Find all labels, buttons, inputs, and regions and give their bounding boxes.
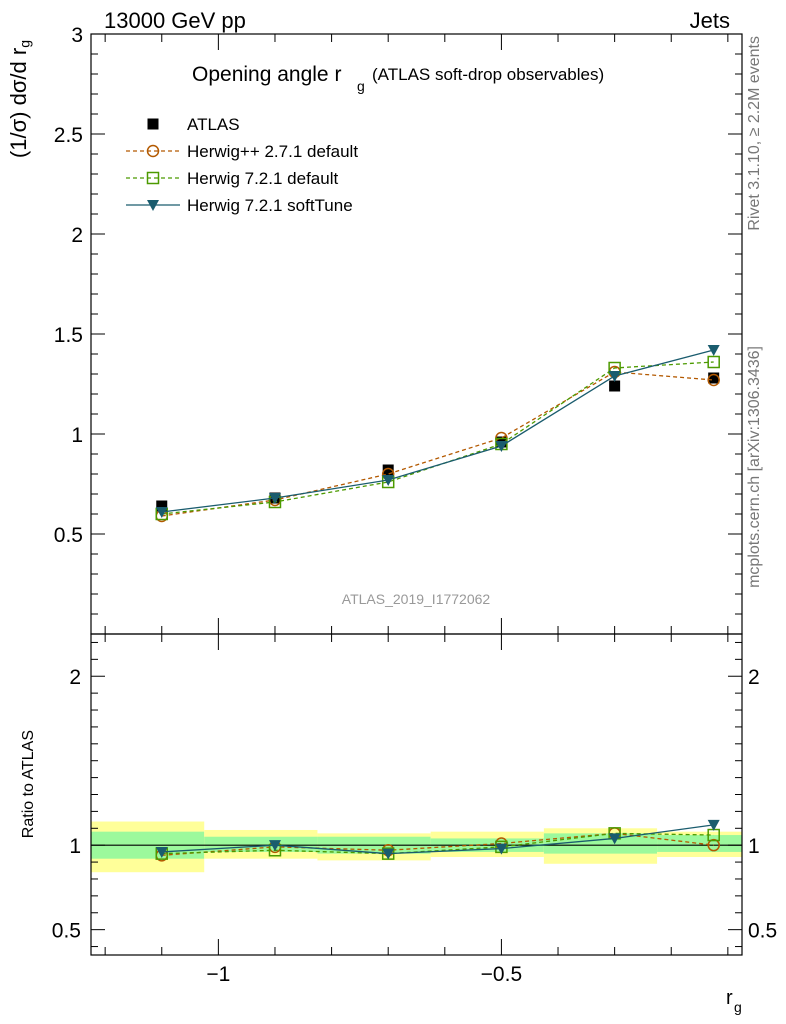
main-point-3-1 xyxy=(268,493,281,504)
ratio-point-0-5 xyxy=(707,838,720,852)
stat-uncertainty-band-1 xyxy=(204,836,318,852)
ratio-series-2 xyxy=(155,819,720,860)
legend-label-3: Herwig 7.2.1 softTune xyxy=(187,196,353,215)
ratio-y-tick-label-right: 2 xyxy=(748,666,760,689)
ratio-point-2-4 xyxy=(608,833,621,845)
main-point-3-0 xyxy=(155,507,168,518)
legend-label-2: Herwig 7.2.1 default xyxy=(187,169,338,188)
main-series-3 xyxy=(155,345,720,518)
legend-marker-1 xyxy=(146,144,160,158)
legend-marker-3 xyxy=(147,200,159,211)
analysis-watermark: ATLAS_2019_I1772062 xyxy=(342,591,491,607)
main-series-line-1 xyxy=(161,371,714,517)
main-series-line-2 xyxy=(161,361,714,515)
ratio-plot-frame: 0.5 0.5 1 1 2 2 −1 −0.5 xyxy=(52,633,777,986)
main-point-2-5 xyxy=(707,355,720,369)
main-plot-frame: 0.5 1 1.5 2 2.5 3 xyxy=(54,24,743,635)
ratio-series-group xyxy=(155,819,720,862)
ratio-y-tick-label-right: 1 xyxy=(748,835,760,858)
ratio-series-line-0 xyxy=(161,832,714,856)
main-point-3-4 xyxy=(608,371,621,382)
plot-title-subscript: g xyxy=(357,78,365,94)
main-point-3-5 xyxy=(707,345,720,356)
header-process: 13000 GeV pp xyxy=(104,8,246,33)
main-y-tick-label: 2 xyxy=(71,224,83,247)
ratio-point-2-5 xyxy=(707,819,720,831)
legend-label-1: Herwig++ 2.7.1 default xyxy=(187,142,358,161)
main-y-tick-label: 1 xyxy=(71,424,83,447)
ratio-series-line-2 xyxy=(161,824,714,855)
main-point-3-2 xyxy=(382,475,395,486)
ratio-uncertainty-bands xyxy=(91,821,742,873)
main-series-group xyxy=(155,345,720,523)
main-point-1-5 xyxy=(707,373,720,387)
legend-label-0: ATLAS xyxy=(187,115,240,134)
ratio-y-tick-label-right: 0.5 xyxy=(748,920,777,943)
main-y-tick-label: 3 xyxy=(71,24,83,47)
main-point-0-2 xyxy=(382,464,394,476)
legend: ATLAS Herwig++ 2.7.1 default Herwig 7.2.1 … xyxy=(126,115,358,215)
stat-uncertainty-band-4 xyxy=(543,833,658,854)
plot-title: Opening angle r xyxy=(192,63,341,86)
main-y-tick-label: 2.5 xyxy=(54,124,83,147)
main-series-0 xyxy=(156,372,720,512)
ratio-series-line-1 xyxy=(161,832,714,855)
x-axis-title-subscript: g xyxy=(734,999,742,1015)
ratio-point-2-2 xyxy=(382,848,395,860)
ratio-y-tick-label: 0.5 xyxy=(52,920,81,943)
main-series-2 xyxy=(155,355,720,521)
main-series-line-3 xyxy=(161,349,714,513)
main-point-3-3 xyxy=(495,441,508,452)
main-point-0-4 xyxy=(609,380,621,392)
x-axis-title: r xyxy=(726,987,733,1009)
ratio-y-tick-label: 1 xyxy=(69,835,81,858)
main-series-1 xyxy=(155,365,720,523)
legend-marker-0 xyxy=(147,118,159,130)
ratio-point-2-1 xyxy=(268,840,281,852)
x-tick-label: −0.5 xyxy=(481,963,522,986)
x-tick-label: −1 xyxy=(206,963,230,986)
legend-marker-2 xyxy=(146,171,160,185)
plot-title-suffix: (ATLAS soft-drop observables) xyxy=(372,65,604,84)
ratio-plot-border xyxy=(90,633,743,956)
main-y-tick-label: 0.5 xyxy=(54,524,83,547)
ratio-point-2-3 xyxy=(495,843,508,855)
header-category: Jets xyxy=(689,8,730,33)
ratio-y-tick-label: 2 xyxy=(69,666,81,689)
main-point-0-0 xyxy=(156,500,168,512)
main-point-0-5 xyxy=(708,372,720,384)
main-y-tick-label: 1.5 xyxy=(54,324,83,347)
ratio-point-2-0 xyxy=(155,846,168,858)
